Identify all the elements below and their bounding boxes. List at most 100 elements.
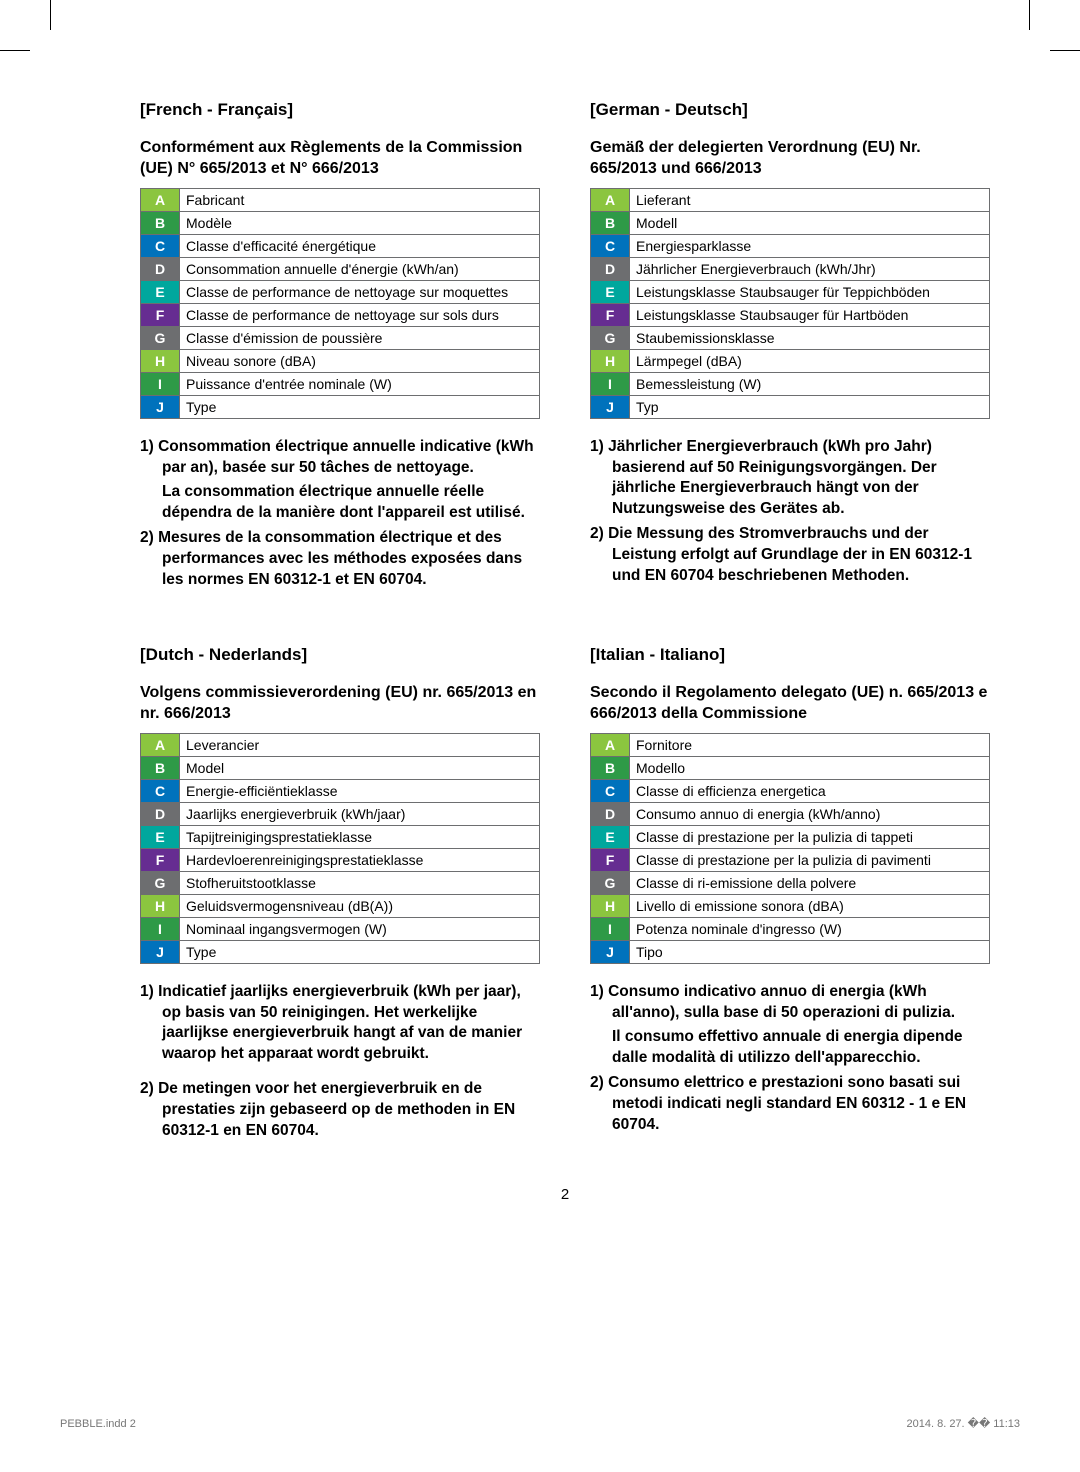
- table-row: CEnergie-efficiëntieklasse: [141, 779, 540, 802]
- row-letter: C: [141, 779, 180, 802]
- lang-title-italian: [Italian - Italiano]: [590, 645, 990, 665]
- table-row: JType: [141, 395, 540, 418]
- row-letter: E: [591, 280, 630, 303]
- row-letter: B: [141, 211, 180, 234]
- row-label: Puissance d'entrée nominale (W): [180, 372, 540, 395]
- row-letter: A: [141, 188, 180, 211]
- french-section: [French - Français] Conformément aux Règ…: [140, 100, 540, 595]
- table-row: ETapijtreinigingsprestatieklasse: [141, 825, 540, 848]
- row-label: Classe di prestazione per la pulizia di …: [630, 848, 990, 871]
- row-letter: I: [141, 372, 180, 395]
- table-row: AFornitore: [591, 733, 990, 756]
- row-letter: A: [591, 188, 630, 211]
- table-row: JTipo: [591, 940, 990, 963]
- table-row: EClasse de performance de nettoyage sur …: [141, 280, 540, 303]
- table-row: DConsumo annuo di energia (kWh/anno): [591, 802, 990, 825]
- row-letter: H: [141, 894, 180, 917]
- german-notes: 1) Jährlicher Energieverbrauch (kWh pro …: [590, 437, 990, 587]
- row-label: Leverancier: [180, 733, 540, 756]
- row-letter: D: [591, 802, 630, 825]
- table-row: ELeistungsklasse Staubsauger für Teppich…: [591, 280, 990, 303]
- table-row: GStaubemissionsklasse: [591, 326, 990, 349]
- row-letter: A: [591, 733, 630, 756]
- table-row: FClasse di prestazione per la pulizia di…: [591, 848, 990, 871]
- row-label: Lärmpegel (dBA): [630, 349, 990, 372]
- row-letter: D: [141, 257, 180, 280]
- lang-title-french: [French - Français]: [140, 100, 540, 120]
- table-row: ALieferant: [591, 188, 990, 211]
- crop-mark: [0, 50, 30, 51]
- reg-title-french: Conformément aux Règlements de la Commis…: [140, 138, 540, 180]
- table-row: INominaal ingangsvermogen (W): [141, 917, 540, 940]
- row-letter: I: [591, 917, 630, 940]
- table-row: HNiveau sonore (dBA): [141, 349, 540, 372]
- row-label: Classe de performance de nettoyage sur s…: [180, 303, 540, 326]
- row-label: Classe di ri-emissione della polvere: [630, 871, 990, 894]
- row-label: Type: [180, 940, 540, 963]
- table-row: HGeluidsvermogensniveau (dB(A)): [141, 894, 540, 917]
- crop-mark: [1050, 50, 1080, 51]
- table-row: FLeistungsklasse Staubsauger für Hartböd…: [591, 303, 990, 326]
- row-letter: F: [591, 848, 630, 871]
- note: 1) Indicatief jaarlijks energieverbruik …: [140, 982, 540, 1066]
- table-row: GStofheruitstootklasse: [141, 871, 540, 894]
- table-row: BModello: [591, 756, 990, 779]
- table-row: HLivello di emissione sonora (dBA): [591, 894, 990, 917]
- row-letter: D: [591, 257, 630, 280]
- note: 2) Mesures de la consommation électrique…: [140, 528, 540, 591]
- reg-title-italian: Secondo il Regolamento delegato (UE) n. …: [590, 683, 990, 725]
- reg-title-german: Gemäß der delegierten Verordnung (EU) Nr…: [590, 138, 990, 180]
- row-letter: D: [141, 802, 180, 825]
- italian-section: [Italian - Italiano] Secondo il Regolame…: [590, 645, 990, 1146]
- row-label: Potenza nominale d'ingresso (W): [630, 917, 990, 940]
- row-label: Livello di emissione sonora (dBA): [630, 894, 990, 917]
- row-label: Consommation annuelle d'énergie (kWh/an): [180, 257, 540, 280]
- note: Il consumo effettivo annuale di energia …: [590, 1027, 990, 1069]
- table-row: IPuissance d'entrée nominale (W): [141, 372, 540, 395]
- german-section: [German - Deutsch] Gemäß der delegierten…: [590, 100, 990, 595]
- row-letter: G: [591, 326, 630, 349]
- row-label: Classe d'émission de poussière: [180, 326, 540, 349]
- note: 2) Die Messung des Stromverbrauchs und d…: [590, 524, 990, 587]
- row-letter: H: [591, 894, 630, 917]
- row-label: Tipo: [630, 940, 990, 963]
- crop-mark: [50, 0, 51, 30]
- row-label: Fabricant: [180, 188, 540, 211]
- row-label: Modello: [630, 756, 990, 779]
- crop-mark: [1029, 0, 1030, 30]
- dutch-notes: 1) Indicatief jaarlijks energieverbruik …: [140, 982, 540, 1142]
- table-row: EClasse di prestazione per la pulizia di…: [591, 825, 990, 848]
- italian-table: AFornitoreBModelloCClasse di efficienza …: [590, 733, 990, 964]
- footer-right: 2014. 8. 27. �� 11:13: [907, 1417, 1021, 1430]
- row-letter: G: [141, 326, 180, 349]
- row-label: Model: [180, 756, 540, 779]
- page-number: 2: [140, 1186, 990, 1203]
- note: 1) Jährlicher Energieverbrauch (kWh pro …: [590, 437, 990, 521]
- row-label: Modell: [630, 211, 990, 234]
- table-row: AFabricant: [141, 188, 540, 211]
- row-letter: I: [591, 372, 630, 395]
- row-label: Tapijtreinigingsprestatieklasse: [180, 825, 540, 848]
- row-letter: B: [591, 211, 630, 234]
- row-label: Staubemissionsklasse: [630, 326, 990, 349]
- table-row: HLärmpegel (dBA): [591, 349, 990, 372]
- row-letter: C: [591, 779, 630, 802]
- row-label: Fornitore: [630, 733, 990, 756]
- row-label: Typ: [630, 395, 990, 418]
- row-letter: E: [591, 825, 630, 848]
- row-letter: G: [141, 871, 180, 894]
- row-letter: J: [591, 395, 630, 418]
- table-row: GClasse di ri-emissione della polvere: [591, 871, 990, 894]
- footer-left: PEBBLE.indd 2: [60, 1418, 136, 1430]
- table-row: IPotenza nominale d'ingresso (W): [591, 917, 990, 940]
- row-letter: B: [591, 756, 630, 779]
- row-letter: H: [141, 349, 180, 372]
- table-row: CEnergiesparklasse: [591, 234, 990, 257]
- row-letter: B: [141, 756, 180, 779]
- table-row: DJaarlijks energieverbruik (kWh/jaar): [141, 802, 540, 825]
- table-row: BModèle: [141, 211, 540, 234]
- row-label: Lieferant: [630, 188, 990, 211]
- row-label: Classe di efficienza energetica: [630, 779, 990, 802]
- row-label: Energiesparklasse: [630, 234, 990, 257]
- row-label: Geluidsvermogensniveau (dB(A)): [180, 894, 540, 917]
